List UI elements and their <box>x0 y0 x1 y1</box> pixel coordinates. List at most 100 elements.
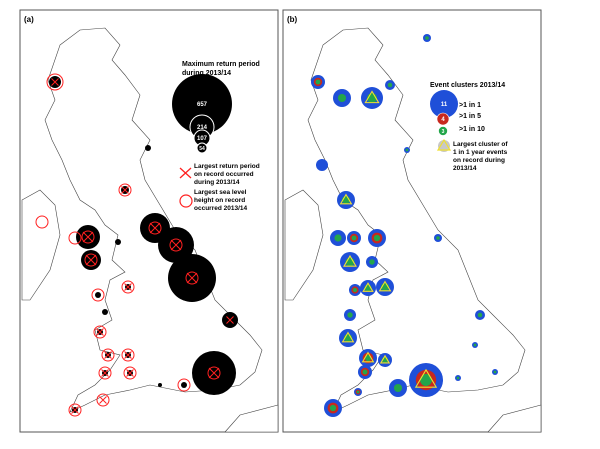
record-height-ring <box>46 73 64 91</box>
cluster-1in10-circle <box>493 370 497 374</box>
panel-b-markers <box>311 34 498 417</box>
circle-legend: height on record <box>194 197 245 204</box>
return-period-circle <box>158 383 162 387</box>
record-return-cross <box>126 369 134 377</box>
record-height-ring <box>68 231 82 245</box>
record-return-cross <box>85 254 97 266</box>
return-period-circle <box>115 239 121 245</box>
record-height-ring <box>169 238 183 252</box>
class-label: >1 in 1 <box>459 102 481 109</box>
cross-legend: on record occurred <box>194 171 254 178</box>
record-height-ring <box>96 393 110 407</box>
triangle-legend-bg <box>438 140 450 152</box>
record-height-ring <box>118 183 132 197</box>
triangle-icon <box>436 138 452 151</box>
great-britain-outline <box>307 27 526 413</box>
panel-a-label: (a) <box>24 15 34 24</box>
cluster-1in10-circle <box>329 404 337 412</box>
record-height-ring <box>93 325 107 339</box>
size-label: 107 <box>197 136 208 142</box>
france-outline <box>224 404 279 433</box>
cross-legend: Largest return period <box>194 163 260 170</box>
record-return-cross <box>101 369 109 377</box>
record-return-cross <box>104 351 112 359</box>
return-period-circle <box>95 292 101 298</box>
record-return-cross <box>71 406 79 414</box>
panel-a: (a) Maximum return period during 2013/14… <box>19 9 279 433</box>
record-height-ring <box>84 253 98 267</box>
cluster-1in10-circle <box>369 259 375 265</box>
record-return-cross <box>149 222 161 234</box>
cross-legend: during 2013/14 <box>194 179 240 186</box>
record-cluster-triangle <box>341 331 355 343</box>
record-cluster-triangle <box>339 193 353 205</box>
circle-legend: Largest sea level <box>194 189 247 196</box>
record-height-ring <box>81 230 95 244</box>
class-count: 4 <box>441 117 445 123</box>
class-label: >1 in 10 <box>459 126 485 133</box>
record-return-cross <box>226 316 234 324</box>
legend-title-2: during 2013/14 <box>182 70 231 77</box>
record-cluster-triangle <box>414 368 438 388</box>
return-period-circle <box>102 309 108 315</box>
panel-b: (b) Event clusters 2013/14 11 4 3 >1 in … <box>282 9 542 433</box>
record-return-cross <box>99 396 107 404</box>
record-return-cross <box>51 78 59 86</box>
cluster-1in10-circle <box>362 369 368 375</box>
cluster-1in1-circle <box>316 159 328 171</box>
ireland-outline <box>284 189 324 301</box>
record-height-ring <box>98 366 112 380</box>
class-count: 11 <box>441 102 448 108</box>
record-height-ring <box>177 378 191 392</box>
cluster-1in10-circle <box>387 82 393 88</box>
triangle-legend: 1 in 1 year events <box>453 149 508 156</box>
cluster-1in10-circle <box>473 343 477 347</box>
circle-icon <box>179 194 193 208</box>
return-period-circle <box>145 145 151 151</box>
record-height-ring <box>35 215 49 229</box>
record-cluster-triangle <box>379 354 391 364</box>
record-return-cross <box>96 328 104 336</box>
cross-icon <box>179 167 192 179</box>
cluster-1in10-circle <box>405 148 409 152</box>
record-return-cross <box>121 186 129 194</box>
size-legend-54 <box>196 142 208 154</box>
record-return-cross <box>208 367 220 379</box>
record-height-ring <box>207 366 221 380</box>
record-return-cross <box>82 231 94 243</box>
record-height-ring <box>68 403 82 417</box>
record-cluster-triangle <box>362 282 374 292</box>
record-cluster-triangle <box>364 90 380 104</box>
record-cluster-triangle <box>343 254 357 267</box>
cluster-1in10-circle <box>352 287 358 293</box>
size-legend-657 <box>172 74 232 134</box>
cluster-1in10-circle <box>334 234 342 242</box>
size-label: 54 <box>199 146 205 152</box>
record-return-cross <box>124 283 132 291</box>
cluster-1in10-circle <box>425 36 429 40</box>
cluster-1in10-circle <box>393 383 403 393</box>
panel-a-markers <box>35 73 238 417</box>
record-return-cross <box>170 239 182 251</box>
cluster-1in10-circle <box>351 235 357 241</box>
record-height-ring <box>148 221 162 235</box>
coastline <box>284 27 542 433</box>
cluster-1in10-circle <box>420 374 432 386</box>
triangle-legend: Largest cluster of <box>453 141 508 148</box>
legend-title: Maximum return period <box>182 61 260 68</box>
record-height-ring <box>91 288 105 302</box>
cluster-1in10-circle <box>436 236 440 240</box>
triangle-legend: on record during <box>453 157 505 164</box>
cluster-1in10-circle <box>373 234 381 242</box>
record-height-ring <box>123 366 137 380</box>
cluster-1in10-circle <box>315 79 321 85</box>
triangle-legend: 2013/14 <box>453 165 477 172</box>
cluster-1in10-circle <box>356 390 360 394</box>
class-legend-1in5 <box>436 112 450 126</box>
cluster-1in10-circle <box>347 312 353 318</box>
record-height-ring <box>121 348 135 362</box>
record-return-cross <box>186 272 198 284</box>
record-cluster-triangle <box>361 351 375 363</box>
size-label: 657 <box>197 102 208 108</box>
